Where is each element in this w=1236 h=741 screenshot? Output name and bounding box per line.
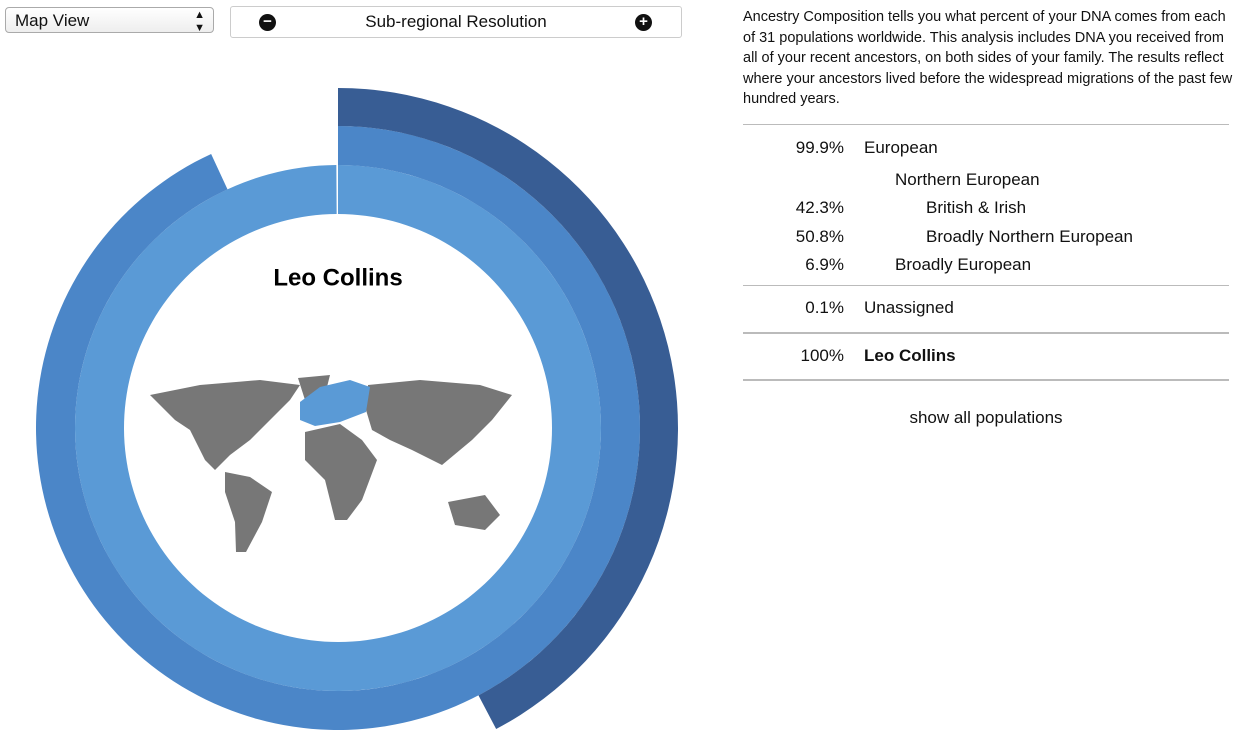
percent: 0.1% <box>805 297 844 317</box>
percent: 99.9% <box>795 138 844 157</box>
ancestry-chart: Leo Collins <box>35 88 678 731</box>
percent: 100% <box>800 346 844 365</box>
row: Northern European <box>743 166 1229 195</box>
asia <box>366 380 512 465</box>
world-map <box>150 375 512 552</box>
percent: 42.3% <box>795 198 844 217</box>
population: British & Irish <box>926 198 1027 217</box>
percent: 6.9% <box>805 255 844 274</box>
row: 50.8% Broadly Northern European <box>743 223 1229 252</box>
ancestry-table: 99.9% European Northern European 42.3% Bri… <box>743 124 1229 381</box>
south-america <box>225 472 272 552</box>
increase-button[interactable]: + <box>635 14 652 31</box>
select-arrows: ▲ ▼ <box>194 9 205 34</box>
show-all-link[interactable]: show all populations <box>909 408 1063 427</box>
population: Unassigned <box>864 297 954 317</box>
population: European <box>864 138 938 157</box>
row: 6.9% Broadly European <box>743 251 1229 280</box>
total-row: 100% Leo Collins <box>743 342 1229 371</box>
view-label: Map View <box>15 11 90 30</box>
rings <box>35 88 678 731</box>
europe-highlight <box>300 380 370 426</box>
population: Northern European <box>895 169 1040 189</box>
divider <box>743 284 1229 286</box>
australia <box>448 495 500 530</box>
population: Broadly Northern European <box>926 226 1133 246</box>
divider <box>743 378 1229 381</box>
description: Ancestry Composition tells you what perc… <box>743 9 1233 108</box>
chart-name: Leo Collins <box>273 264 402 291</box>
decrease-button[interactable]: − <box>259 14 276 31</box>
percent: 50.8% <box>795 226 844 246</box>
resolution-control: − Sub-regional Resolution + <box>230 6 682 38</box>
view-select[interactable]: Map View ▲ ▼ <box>5 7 214 34</box>
africa <box>305 424 377 520</box>
divider <box>743 332 1229 334</box>
divider <box>743 124 1229 125</box>
north-america <box>150 380 300 470</box>
population: Leo Collins <box>864 346 956 365</box>
row: 99.9% European <box>743 134 1229 163</box>
population: Broadly European <box>895 255 1032 274</box>
ring-british-irish[interactable] <box>338 88 678 729</box>
row: 0.1% Unassigned <box>743 294 1229 323</box>
resolution-label: Sub-regional Resolution <box>365 12 547 31</box>
row: 42.3% British & Irish <box>743 194 1229 223</box>
